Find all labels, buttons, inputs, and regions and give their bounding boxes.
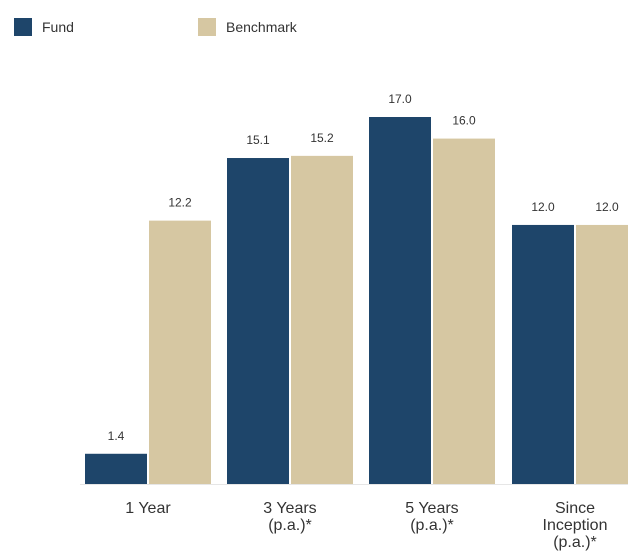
- category-label-2: 5 Years (p.a.)*: [405, 500, 458, 534]
- value-label-fund-0: 1.4: [108, 429, 125, 443]
- bar-benchmark-2: [433, 138, 495, 484]
- bar-fund-0: [85, 453, 147, 484]
- category-label-line: Inception: [543, 517, 608, 534]
- legend: Fund Benchmark: [14, 18, 298, 36]
- bar-fund-3: [512, 224, 574, 485]
- value-label-benchmark-2: 16.0: [452, 114, 476, 128]
- value-label-benchmark-1: 15.2: [310, 131, 334, 145]
- category-labels: 1 Year 3 Years (p.a.)*5 Years (p.a.)*Since I…: [125, 500, 607, 551]
- category-label-line: 3 Years: [263, 500, 316, 517]
- value-labels: 1.4 12.2 15.1 15.2 17.0 16.0 12.0 12.0: [108, 92, 619, 443]
- bars: [85, 117, 628, 485]
- legend-label-benchmark: Benchmark: [226, 19, 298, 35]
- legend-swatch-fund: [14, 18, 32, 36]
- category-label-line: 5 Years: [405, 500, 458, 517]
- bar-fund-1: [227, 158, 289, 485]
- bar-fund-2: [369, 117, 431, 484]
- category-label-1: 3 Years (p.a.)*: [263, 500, 316, 534]
- value-label-fund-2: 17.0: [388, 92, 412, 106]
- value-label-fund-1: 15.1: [246, 133, 270, 147]
- category-label-line: Since: [555, 500, 595, 517]
- category-label-line: 1 Year: [125, 500, 171, 517]
- category-label-line: (p.a.)*: [553, 534, 597, 551]
- value-label-benchmark-3: 12.0: [595, 200, 619, 214]
- category-label-line: (p.a.)*: [268, 517, 312, 534]
- category-label-0: 1 Year: [125, 500, 171, 517]
- legend-label-fund: Fund: [42, 19, 74, 35]
- legend-swatch-benchmark: [198, 18, 216, 36]
- bar-benchmark-1: [291, 155, 353, 484]
- category-label-3: Since Inception (p.a.)*: [543, 500, 608, 551]
- value-label-fund-3: 12.0: [531, 200, 555, 214]
- bar-benchmark-0: [149, 220, 211, 484]
- value-label-benchmark-0: 12.2: [168, 196, 192, 210]
- bar-benchmark-3: [576, 224, 628, 485]
- category-label-line: (p.a.)*: [410, 517, 454, 534]
